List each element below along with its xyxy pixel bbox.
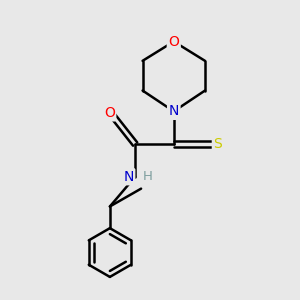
Text: O: O — [104, 106, 115, 120]
Text: O: O — [168, 34, 179, 49]
Text: H: H — [143, 170, 153, 183]
Text: N: N — [123, 170, 134, 184]
Text: N: N — [169, 104, 179, 118]
Text: S: S — [213, 137, 222, 151]
